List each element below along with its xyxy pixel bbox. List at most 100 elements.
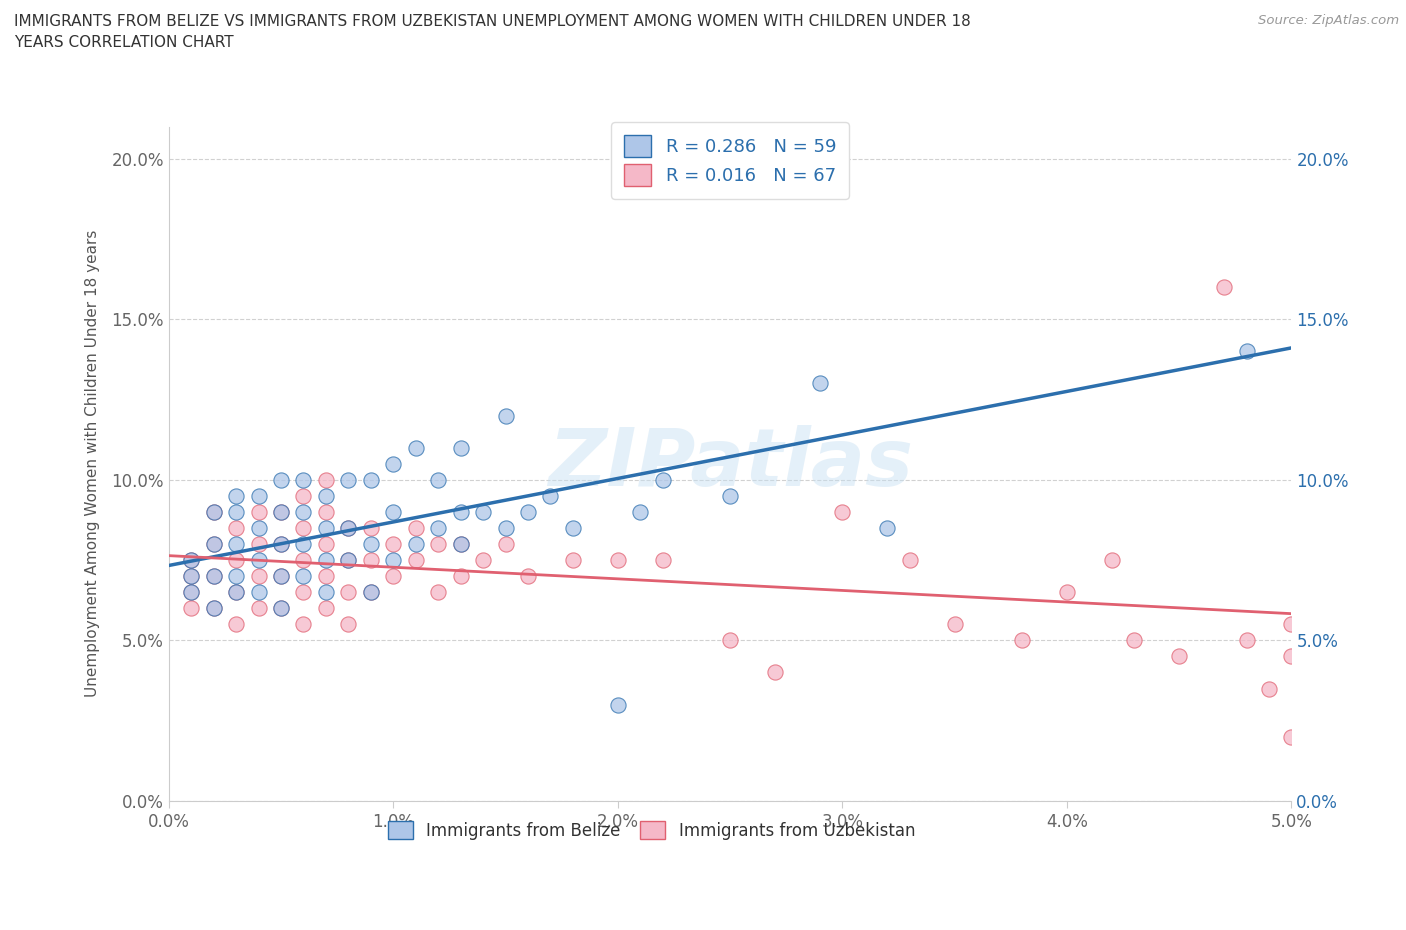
- Point: [831, 504, 853, 519]
- Point: [1236, 633, 1258, 648]
- Point: [292, 537, 315, 551]
- Point: [180, 569, 202, 584]
- Point: [450, 537, 472, 551]
- Point: [247, 552, 270, 567]
- Point: [651, 552, 673, 567]
- Point: [247, 601, 270, 616]
- Point: [450, 504, 472, 519]
- Point: [292, 504, 315, 519]
- Point: [561, 521, 583, 536]
- Point: [405, 440, 427, 455]
- Point: [808, 376, 831, 391]
- Y-axis label: Unemployment Among Women with Children Under 18 years: Unemployment Among Women with Children U…: [86, 230, 100, 698]
- Point: [337, 552, 360, 567]
- Point: [360, 585, 382, 600]
- Point: [225, 569, 247, 584]
- Point: [270, 569, 292, 584]
- Point: [382, 537, 405, 551]
- Point: [225, 488, 247, 503]
- Point: [651, 472, 673, 487]
- Point: [763, 665, 786, 680]
- Point: [337, 472, 360, 487]
- Point: [1281, 649, 1303, 664]
- Point: [270, 569, 292, 584]
- Point: [315, 585, 337, 600]
- Point: [876, 521, 898, 536]
- Point: [1213, 280, 1236, 295]
- Point: [202, 537, 225, 551]
- Point: [360, 552, 382, 567]
- Point: [315, 569, 337, 584]
- Point: [180, 552, 202, 567]
- Point: [1056, 585, 1078, 600]
- Point: [628, 504, 651, 519]
- Point: [247, 521, 270, 536]
- Point: [180, 552, 202, 567]
- Point: [898, 552, 921, 567]
- Point: [382, 569, 405, 584]
- Point: [315, 537, 337, 551]
- Point: [1011, 633, 1033, 648]
- Point: [450, 569, 472, 584]
- Point: [270, 472, 292, 487]
- Point: [405, 552, 427, 567]
- Point: [202, 569, 225, 584]
- Point: [718, 633, 741, 648]
- Point: [360, 472, 382, 487]
- Point: [202, 537, 225, 551]
- Point: [315, 488, 337, 503]
- Point: [405, 537, 427, 551]
- Point: [315, 504, 337, 519]
- Point: [270, 537, 292, 551]
- Point: [606, 552, 628, 567]
- Point: [561, 552, 583, 567]
- Point: [382, 504, 405, 519]
- Point: [1101, 552, 1123, 567]
- Point: [247, 488, 270, 503]
- Point: [495, 521, 517, 536]
- Point: [225, 617, 247, 631]
- Point: [382, 552, 405, 567]
- Point: [1123, 633, 1146, 648]
- Text: IMMIGRANTS FROM BELIZE VS IMMIGRANTS FROM UZBEKISTAN UNEMPLOYMENT AMONG WOMEN WI: IMMIGRANTS FROM BELIZE VS IMMIGRANTS FRO…: [14, 14, 970, 50]
- Point: [225, 585, 247, 600]
- Point: [405, 521, 427, 536]
- Point: [427, 521, 450, 536]
- Point: [180, 585, 202, 600]
- Point: [225, 521, 247, 536]
- Point: [270, 537, 292, 551]
- Point: [180, 569, 202, 584]
- Text: Source: ZipAtlas.com: Source: ZipAtlas.com: [1258, 14, 1399, 27]
- Point: [427, 472, 450, 487]
- Point: [540, 488, 562, 503]
- Point: [292, 488, 315, 503]
- Point: [270, 504, 292, 519]
- Point: [337, 617, 360, 631]
- Point: [247, 537, 270, 551]
- Point: [315, 601, 337, 616]
- Point: [472, 504, 495, 519]
- Point: [427, 537, 450, 551]
- Point: [225, 504, 247, 519]
- Point: [292, 569, 315, 584]
- Point: [472, 552, 495, 567]
- Point: [517, 569, 540, 584]
- Point: [1236, 344, 1258, 359]
- Point: [270, 601, 292, 616]
- Point: [450, 537, 472, 551]
- Point: [337, 521, 360, 536]
- Point: [292, 617, 315, 631]
- Point: [1168, 649, 1191, 664]
- Point: [495, 537, 517, 551]
- Point: [315, 472, 337, 487]
- Point: [225, 552, 247, 567]
- Point: [360, 585, 382, 600]
- Point: [247, 585, 270, 600]
- Point: [337, 552, 360, 567]
- Point: [202, 504, 225, 519]
- Point: [337, 585, 360, 600]
- Point: [202, 504, 225, 519]
- Point: [1281, 729, 1303, 744]
- Point: [450, 440, 472, 455]
- Point: [292, 472, 315, 487]
